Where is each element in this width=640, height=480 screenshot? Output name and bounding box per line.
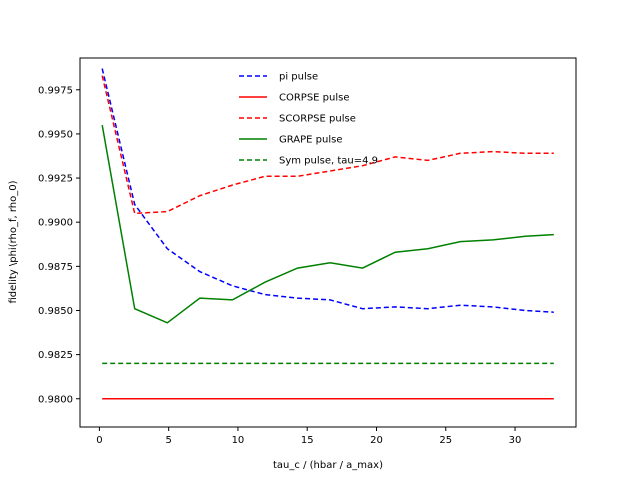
x-tick-label: 10 [232, 435, 245, 446]
y-tick-label: 0.9900 [38, 218, 73, 229]
plot-area [101, 68, 554, 400]
y-tick-label: 0.9875 [38, 262, 73, 273]
x-tick-label: 0 [96, 435, 102, 446]
legend-label-4: GRAPE pulse [279, 135, 343, 146]
legend-label-2: CORPSE pulse [279, 93, 350, 104]
series-line-3 [101, 75, 554, 215]
x-tick-label: 30 [509, 435, 522, 446]
legend-label-5: Sym pulse, tau=4.9 [279, 156, 378, 167]
y-tick-label: 0.9850 [38, 306, 73, 317]
y-tick-label: 0.9950 [38, 129, 73, 140]
legend-label-3: SCORPSE pulse [279, 114, 356, 125]
x-tick-label: 20 [370, 435, 383, 446]
y-tick-label: 0.9975 [38, 85, 73, 96]
series-line-1 [101, 68, 554, 313]
y-axis-label: fidelity \phi(rho_f, rho_0) [8, 180, 19, 303]
y-tick-label: 0.9825 [38, 350, 73, 361]
x-tick-label: 25 [439, 435, 452, 446]
legend-label-1: pi pulse [279, 72, 318, 83]
legend: pi pulse CORPSE pulse SCORPSE pulse GRAPE p… [239, 72, 378, 167]
x-axis-label: tau_c / (hbar / a_max) [273, 460, 383, 471]
series-line-4 [101, 124, 554, 324]
axis-ticks: 0 5 10 15 20 25 30 0.9800 0.9825 0.9850 0.9875 0.99… [38, 85, 521, 446]
x-tick-label: 15 [301, 435, 314, 446]
y-tick-label: 0.9800 [38, 394, 73, 405]
x-tick-label: 5 [165, 435, 171, 446]
y-tick-label: 0.9925 [38, 174, 73, 185]
axes-frame [79, 57, 577, 428]
